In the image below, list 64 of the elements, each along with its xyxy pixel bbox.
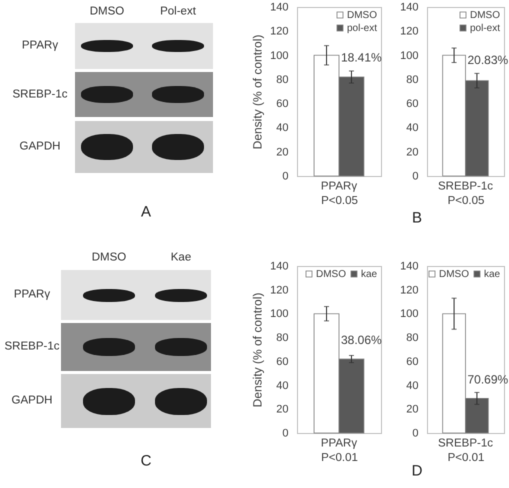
annotation: 18.41% bbox=[340, 50, 382, 65]
y-tick-label: 140 bbox=[270, 260, 288, 272]
y-tick-label: 120 bbox=[400, 284, 418, 296]
y-tick-label: 80 bbox=[276, 332, 288, 344]
legend-label: DMSO bbox=[438, 269, 469, 280]
category-label: DMSO bbox=[90, 5, 124, 18]
text: D bbox=[412, 462, 422, 480]
x-axis-title: P<0.01 bbox=[447, 452, 484, 464]
y-tick-label: 80 bbox=[276, 74, 288, 86]
y-tick-label: 120 bbox=[270, 26, 288, 38]
y-tick-label: 40 bbox=[276, 380, 288, 392]
y-axis-title: Density (% of control) bbox=[250, 34, 264, 150]
y-tick-label: 100 bbox=[270, 50, 288, 62]
category-label: Kae bbox=[170, 251, 192, 264]
y-tick-label: 100 bbox=[400, 50, 418, 62]
y-tick-label: 60 bbox=[406, 98, 418, 110]
category-label: PPARγ bbox=[22, 39, 58, 52]
y-tick-label: 60 bbox=[406, 356, 418, 368]
y-axis-title: Density (% of control) bbox=[250, 292, 264, 408]
legend-label: DMSO bbox=[316, 269, 346, 280]
category-label: DMSO bbox=[92, 251, 126, 264]
annotation: 20.83% bbox=[467, 53, 508, 68]
y-tick-label: 140 bbox=[400, 2, 418, 14]
legend-label: pol-ext bbox=[470, 23, 500, 34]
legend-label: kae bbox=[360, 269, 378, 280]
y-tick-label: 0 bbox=[412, 428, 418, 440]
text: C bbox=[140, 452, 152, 470]
y-tick-label: 100 bbox=[400, 308, 418, 320]
legend-label: pol-ext bbox=[346, 23, 377, 34]
legend-label: DMSO bbox=[346, 10, 377, 21]
x-axis-title: P<0.05 bbox=[447, 195, 484, 207]
y-tick-label: 100 bbox=[270, 308, 288, 320]
y-tick-label: 20 bbox=[406, 146, 418, 158]
legend-label: DMSO bbox=[470, 10, 500, 21]
x-axis-title: P<0.05 bbox=[320, 195, 358, 207]
category-label: GAPDH bbox=[12, 394, 52, 406]
y-tick-label: 80 bbox=[406, 74, 418, 86]
category-label: SREBP-1c bbox=[4, 340, 60, 352]
legend-label: kae bbox=[484, 269, 500, 280]
y-tick-label: 20 bbox=[276, 404, 288, 416]
y-tick-label: 60 bbox=[276, 356, 288, 368]
y-tick-label: 0 bbox=[282, 170, 288, 182]
y-tick-label: 60 bbox=[276, 98, 288, 110]
y-tick-label: 20 bbox=[406, 404, 418, 416]
y-tick-label: 20 bbox=[276, 146, 288, 158]
text: A bbox=[140, 204, 152, 220]
category-label: SREBP-1c bbox=[12, 88, 68, 100]
y-tick-label: 140 bbox=[400, 260, 418, 272]
category-label: Pol-ext bbox=[160, 5, 196, 18]
y-tick-label: 40 bbox=[406, 122, 418, 134]
category-label: PPARγ bbox=[14, 288, 50, 300]
annotation: 70.69% bbox=[467, 372, 508, 386]
y-tick-label: 80 bbox=[406, 332, 418, 344]
y-tick-label: 0 bbox=[412, 170, 418, 182]
y-tick-label: 140 bbox=[270, 2, 288, 14]
y-tick-label: 0 bbox=[282, 428, 288, 440]
y-tick-label: 120 bbox=[270, 284, 288, 296]
category-label: GAPDH bbox=[20, 140, 60, 152]
y-tick-label: 40 bbox=[276, 122, 288, 134]
y-tick-label: 40 bbox=[406, 380, 418, 392]
y-tick-label: 120 bbox=[400, 26, 418, 38]
text: B bbox=[412, 210, 422, 226]
x-axis-title: P<0.01 bbox=[320, 452, 358, 464]
annotation: 38.06% bbox=[340, 332, 382, 347]
